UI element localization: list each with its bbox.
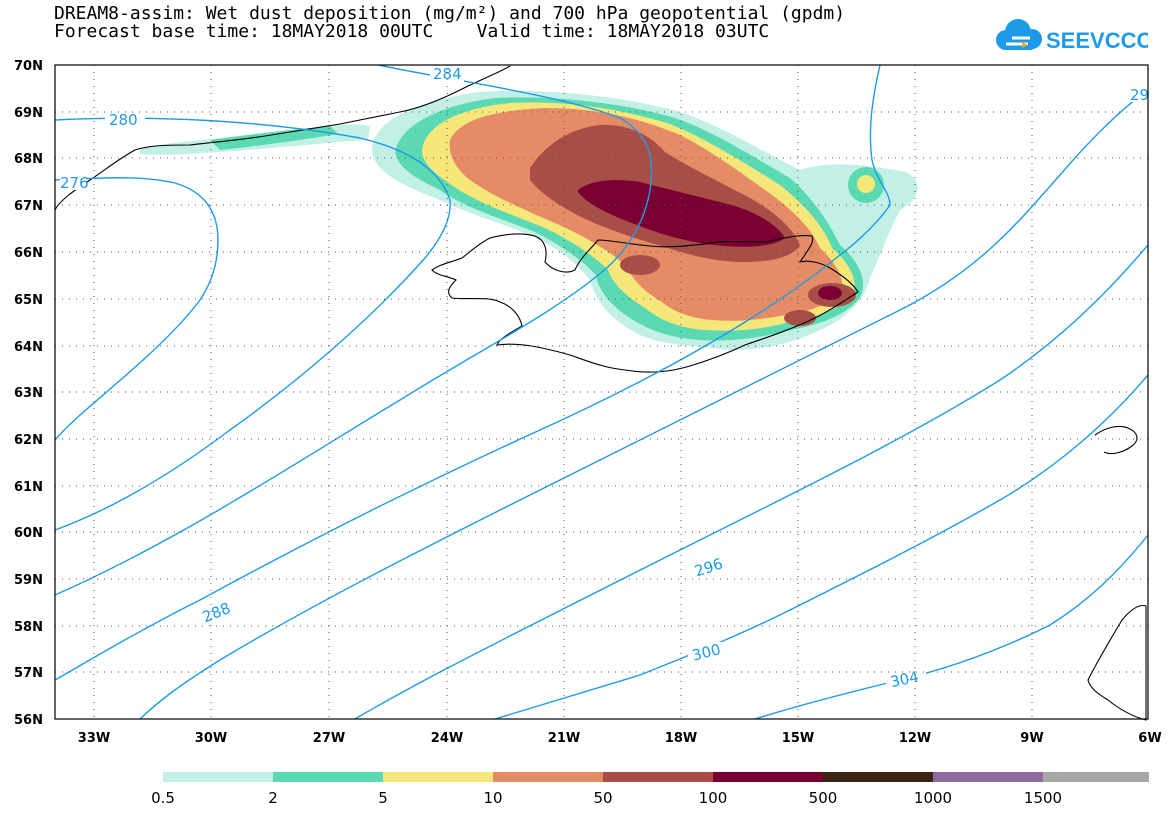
lat-label: 58N	[14, 620, 43, 635]
lat-label: 56N	[14, 713, 43, 728]
deposition-100-east	[818, 286, 842, 300]
legend-label: 0.5	[151, 789, 175, 807]
legend-label: 1500	[1024, 789, 1062, 807]
legend-label: 100	[699, 789, 728, 807]
lat-label: 59N	[14, 573, 43, 588]
lat-label: 64N	[14, 340, 43, 355]
legend-swatch	[1043, 772, 1149, 782]
latitude-axis: 70N 69N 68N 67N 66N 65N 64N 63N 62N 61N …	[14, 59, 43, 728]
lon-label: 24W	[431, 731, 463, 746]
lon-label: 6W	[1138, 731, 1161, 746]
lat-lon-grid	[55, 65, 1148, 719]
contour-label-276: 276	[60, 174, 89, 192]
legend-label: 500	[809, 789, 838, 807]
seevccc-logo: SEEVCCC	[996, 19, 1148, 53]
lat-label: 60N	[14, 526, 43, 541]
contour-288	[54, 64, 891, 681]
map-frame	[54, 64, 1149, 720]
legend-label: 2	[268, 789, 278, 807]
legend-label: 1000	[914, 789, 952, 807]
contour-304	[754, 534, 1149, 720]
contour-284	[54, 64, 653, 596]
longitude-axis: 33W 30W 27W 24W 21W 18W 15W 12W 9W 6W	[78, 731, 1162, 746]
contour-labels: 284 280 276 29 288 296 300 304	[60, 65, 1149, 691]
logo-text: SEEVCCC	[1046, 28, 1148, 53]
contour-276	[54, 177, 219, 441]
forecast-times: Forecast base time: 18MAY2018 00UTC Vali…	[54, 21, 770, 42]
lon-label: 12W	[899, 731, 931, 746]
contour-label-280: 280	[109, 111, 138, 129]
legend-swatch	[823, 772, 933, 782]
lon-label: 27W	[313, 731, 345, 746]
colorbar-legend: 0.5 2 5 10 50 100 500 1000 1500	[151, 772, 1149, 807]
lon-label: 18W	[665, 731, 697, 746]
lat-label: 61N	[14, 480, 43, 495]
geopotential-contours	[54, 64, 1149, 720]
deposition-5-blob	[857, 175, 875, 193]
contour-label-284: 284	[433, 65, 462, 83]
contour-292	[139, 89, 1149, 720]
legend-swatch	[383, 772, 493, 782]
legend-swatch	[163, 772, 273, 782]
iceland-coastline	[431, 233, 859, 373]
deposition-100	[578, 180, 785, 247]
lon-label: 21W	[548, 731, 580, 746]
lon-label: 15W	[782, 731, 814, 746]
lat-label: 57N	[14, 666, 43, 681]
contour-280	[54, 117, 451, 531]
deposition-2-strip	[210, 126, 338, 150]
lat-label: 65N	[14, 293, 43, 308]
deposition-50-southeast	[784, 310, 816, 326]
dust-deposition-field	[140, 90, 918, 350]
legend-label: 10	[483, 789, 502, 807]
lat-label: 66N	[14, 246, 43, 261]
norway-coastline	[1087, 425, 1147, 721]
lon-label: 9W	[1020, 731, 1043, 746]
legend-swatch	[273, 772, 383, 782]
greenland-coastline	[54, 65, 511, 211]
lon-label: 30W	[195, 731, 227, 746]
legend-swatch	[493, 772, 603, 782]
lat-label: 70N	[14, 59, 43, 74]
legend-label: 5	[378, 789, 388, 807]
contour-300	[494, 374, 1149, 720]
lat-label: 68N	[14, 152, 43, 167]
contour-296	[354, 244, 1149, 720]
lat-label: 62N	[14, 433, 43, 448]
lat-label: 67N	[14, 199, 43, 214]
legend-swatch	[713, 772, 823, 782]
coastlines	[54, 65, 1147, 721]
lat-label: 69N	[14, 106, 43, 121]
contour-label-292: 29	[1130, 86, 1149, 104]
contour-label-304: 304	[889, 668, 921, 692]
lon-label: 33W	[78, 731, 110, 746]
legend-swatch	[603, 772, 713, 782]
cloud-icon	[996, 19, 1042, 50]
legend-swatch	[933, 772, 1043, 782]
map-title: DREAM8-assim: Wet dust deposition (mg/m²…	[54, 3, 846, 24]
deposition-50-south	[620, 255, 660, 275]
legend-label: 50	[593, 789, 612, 807]
lat-label: 63N	[14, 386, 43, 401]
